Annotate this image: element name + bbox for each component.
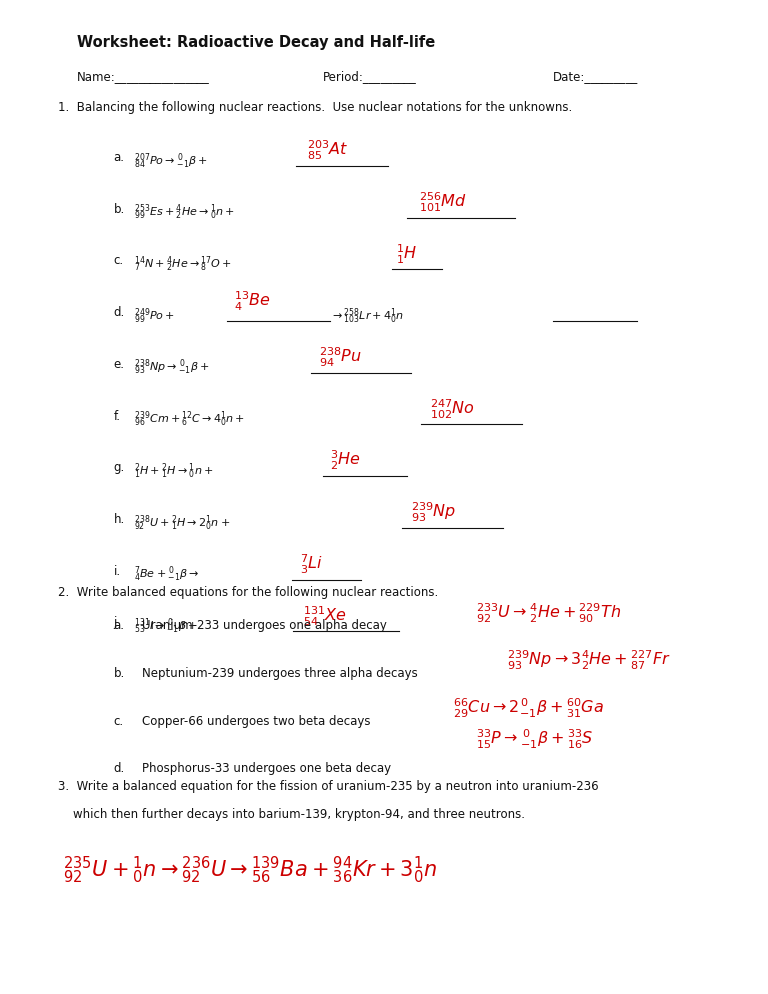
Text: Uranium-233 undergoes one alpha decay: Uranium-233 undergoes one alpha decay <box>142 619 387 632</box>
Text: $^{131}_{54}Xe$: $^{131}_{54}Xe$ <box>303 604 347 627</box>
Text: Name:________________: Name:________________ <box>77 70 210 83</box>
Text: $^{33}_{15}P\rightarrow^{\,0}_{-1}\beta+^{33}_{16}S$: $^{33}_{15}P\rightarrow^{\,0}_{-1}\beta+… <box>476 728 594 750</box>
Text: $^{253}_{99}Es+^{4}_{2}He\rightarrow^{1}_{0}n+$: $^{253}_{99}Es+^{4}_{2}He\rightarrow^{1}… <box>134 203 235 223</box>
Text: 3.  Write a balanced equation for the fission of uranium-235 by a neutron into u: 3. Write a balanced equation for the fis… <box>58 780 598 793</box>
Text: $^{239}_{93}Np$: $^{239}_{93}Np$ <box>411 501 456 524</box>
Text: b.: b. <box>114 667 125 680</box>
Text: Date:_________: Date:_________ <box>553 70 638 83</box>
Text: $^{13}_{4}Be$: $^{13}_{4}Be$ <box>234 290 271 313</box>
Text: $^{14}_{7}N+^{4}_{2}He\rightarrow^{17}_{8}O+$: $^{14}_{7}N+^{4}_{2}He\rightarrow^{17}_{… <box>134 254 232 274</box>
Text: $^{249}_{99}Po+$: $^{249}_{99}Po+$ <box>134 306 176 326</box>
Text: Phosphorus-33 undergoes one beta decay: Phosphorus-33 undergoes one beta decay <box>142 762 391 775</box>
Text: $^{7}_{4}Be+^{\,0}_{-1}\beta\rightarrow$: $^{7}_{4}Be+^{\,0}_{-1}\beta\rightarrow$ <box>134 565 200 584</box>
Text: $^{239}_{96}Cm+^{12}_{6}C\rightarrow 4^{1}_{0}n+$: $^{239}_{96}Cm+^{12}_{6}C\rightarrow 4^{… <box>134 410 246 429</box>
Text: Copper-66 undergoes two beta decays: Copper-66 undergoes two beta decays <box>142 715 371 728</box>
Text: $^{1}_{1}H$: $^{1}_{1}H$ <box>396 243 417 265</box>
Text: b.: b. <box>114 203 125 216</box>
Text: $^{238}_{93}Np\rightarrow^{\,0}_{-1}\beta +$: $^{238}_{93}Np\rightarrow^{\,0}_{-1}\bet… <box>134 358 210 378</box>
Text: i.: i. <box>114 565 121 578</box>
Text: 2.  Write balanced equations for the following nuclear reactions.: 2. Write balanced equations for the foll… <box>58 586 438 599</box>
Text: a.: a. <box>114 619 124 632</box>
Text: $^{7}_{3}Li$: $^{7}_{3}Li$ <box>300 553 323 576</box>
Text: e.: e. <box>114 358 124 371</box>
Text: 1.  Balancing the following nuclear reactions.  Use nuclear notations for the un: 1. Balancing the following nuclear react… <box>58 101 572 114</box>
Text: $^{256}_{101}Md$: $^{256}_{101}Md$ <box>419 191 467 214</box>
Text: $^{239}_{93}Np\rightarrow 3^{4}_{2}He+^{227}_{87}Fr$: $^{239}_{93}Np\rightarrow 3^{4}_{2}He+^{… <box>507 649 670 672</box>
Text: $^{233}_{92}U\rightarrow^{4}_{2}He+^{229}_{90}Th$: $^{233}_{92}U\rightarrow^{4}_{2}He+^{229… <box>476 601 621 624</box>
Text: $^{238}_{92}U+^{2}_{1}H\rightarrow 2^{1}_{0}n+$: $^{238}_{92}U+^{2}_{1}H\rightarrow 2^{1}… <box>134 513 230 533</box>
Text: d.: d. <box>114 306 125 319</box>
Text: j.: j. <box>114 616 121 629</box>
Text: $^{247}_{102}No$: $^{247}_{102}No$ <box>430 398 475 420</box>
Text: d.: d. <box>114 762 125 775</box>
Text: f.: f. <box>114 410 121 422</box>
Text: g.: g. <box>114 461 125 474</box>
Text: $^{238}_{94}Pu$: $^{238}_{94}Pu$ <box>319 346 362 369</box>
Text: $^{235}_{92}U+^{1}_{0}n\rightarrow^{236}_{92}U\rightarrow^{139}_{56}Ba+^{94}_{36: $^{235}_{92}U+^{1}_{0}n\rightarrow^{236}… <box>63 855 437 886</box>
Text: Worksheet: Radioactive Decay and Half-life: Worksheet: Radioactive Decay and Half-li… <box>77 35 435 50</box>
Text: c.: c. <box>114 254 124 267</box>
Text: $^{131}_{53}I\rightarrow^{\,0}_{-1}\beta +$: $^{131}_{53}I\rightarrow^{\,0}_{-1}\beta… <box>134 616 198 636</box>
Text: a.: a. <box>114 151 124 164</box>
Text: $^{3}_{2}He$: $^{3}_{2}He$ <box>330 449 361 472</box>
Text: Period:_________: Period:_________ <box>323 70 416 83</box>
Text: c.: c. <box>114 715 124 728</box>
Text: h.: h. <box>114 513 125 526</box>
Text: Neptunium-239 undergoes three alpha decays: Neptunium-239 undergoes three alpha deca… <box>142 667 418 680</box>
Text: $^{203}_{85}At$: $^{203}_{85}At$ <box>307 139 349 162</box>
Text: which then further decays into barium-139, krypton-94, and three neutrons.: which then further decays into barium-13… <box>58 808 525 821</box>
Text: $^{2}_{1}H+^{2}_{1}H\rightarrow^{1}_{0}n+$: $^{2}_{1}H+^{2}_{1}H\rightarrow^{1}_{0}n… <box>134 461 214 481</box>
Text: $^{207}_{84}Po\rightarrow^{\,0}_{-1}\beta +$: $^{207}_{84}Po\rightarrow^{\,0}_{-1}\bet… <box>134 151 208 171</box>
Text: $\rightarrow^{258}_{103}Lr+4^{1}_{0}n$: $\rightarrow^{258}_{103}Lr+4^{1}_{0}n$ <box>330 306 404 326</box>
Text: $^{66}_{29}Cu\rightarrow 2^{\,0}_{-1}\beta+^{60}_{31}Ga$: $^{66}_{29}Cu\rightarrow 2^{\,0}_{-1}\be… <box>453 697 604 720</box>
